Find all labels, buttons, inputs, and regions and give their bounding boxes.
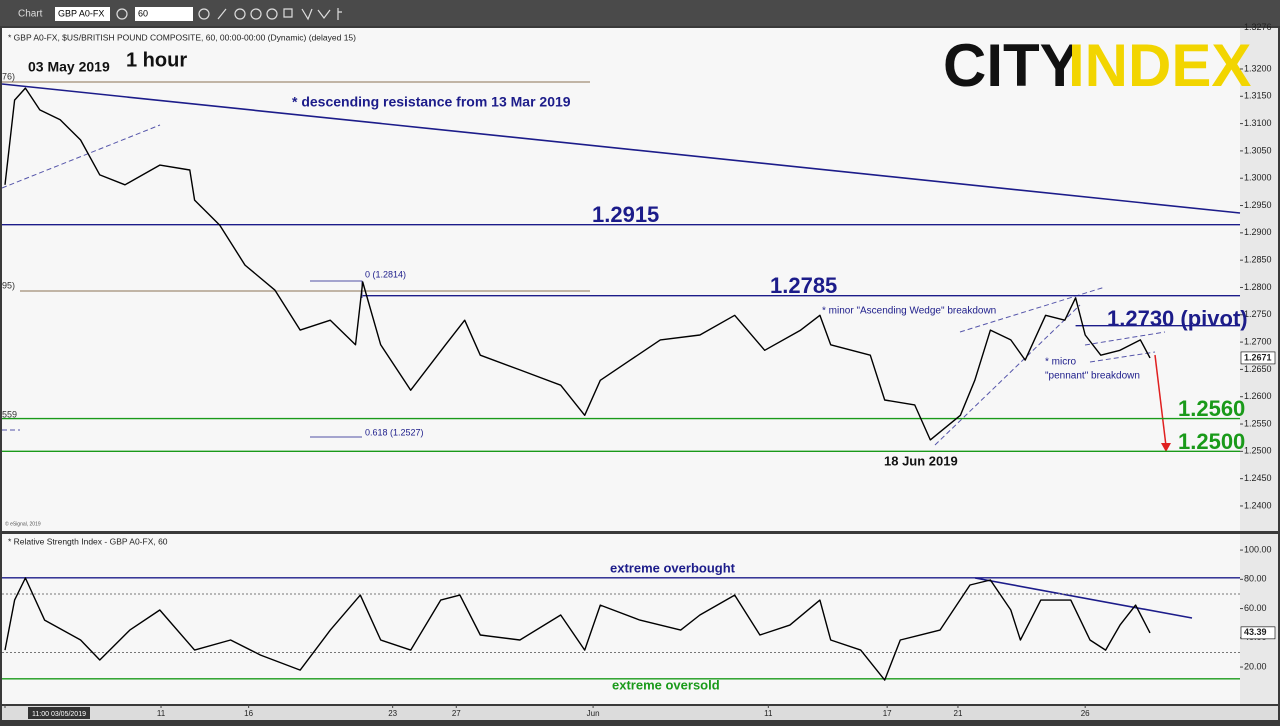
y-tick-label: 1.3150: [1244, 91, 1272, 101]
annotation: * descending resistance from 13 Mar 2019: [292, 94, 571, 110]
y-tick-label: 1.2450: [1244, 473, 1272, 483]
annotation: "pennant" breakdown: [1045, 371, 1140, 382]
descending-resistance: [1, 83, 1241, 214]
last-value-box: [1240, 351, 1276, 365]
x-tick-label: 11: [764, 709, 773, 718]
target-arrow: [1154, 354, 1167, 447]
x-tick-label: 16: [244, 709, 253, 718]
last-value-label: 1.2671: [1244, 352, 1272, 362]
y-tick-label: 20.00: [1244, 661, 1267, 671]
y-tick-label: 80.00: [1244, 574, 1267, 584]
x-tick-label: 11: [157, 709, 166, 718]
y-tick-label: 1.3000: [1244, 173, 1272, 183]
rsi-panel: [2, 534, 1240, 704]
y-tick-label: 60.00: [1244, 603, 1267, 613]
y-tick-label: 1.3276: [1244, 22, 1272, 32]
rsi-axis: [1240, 534, 1278, 704]
toolbar-label: Chart: [18, 9, 43, 20]
y-tick-label: 1.2750: [1244, 309, 1272, 319]
price-line: [4, 577, 1151, 681]
symbol-box[interactable]: [55, 7, 110, 21]
y-tick-label: 1.3200: [1244, 63, 1272, 73]
interval: 60: [138, 8, 148, 18]
annotation: © eSignal, 2019: [5, 520, 41, 527]
last-value-label: 43.39: [1244, 627, 1267, 637]
annotation: 559: [2, 409, 17, 419]
y-tick-label: 100.00: [1244, 544, 1272, 554]
y-tick-label: 1.2600: [1244, 391, 1272, 401]
y-tick-label: 1.2900: [1244, 227, 1272, 237]
x-tick-label: 26: [1081, 709, 1090, 718]
toolbar-icons[interactable]: [116, 8, 342, 21]
y-tick-label: 1.2800: [1244, 282, 1272, 292]
y-tick-label: 1.3050: [1244, 145, 1272, 155]
annotation: * minor "Ascending Wedge" breakdown: [822, 306, 996, 317]
y-tick-label: 1.2950: [1244, 200, 1272, 210]
x-start-box: [28, 707, 90, 719]
x-tick-label: 27: [452, 709, 461, 718]
level-label: 1.2560: [1178, 396, 1245, 421]
price-panel: [2, 28, 1240, 531]
trend-channel: [1, 124, 161, 431]
time-axis: [2, 706, 1278, 720]
annotation: 95): [2, 280, 15, 290]
x-tick-label: 21: [954, 709, 963, 718]
y-tick-label: 1.2500: [1244, 446, 1272, 456]
annotation: 03 May 2019: [28, 59, 110, 75]
x-tick-label: 23: [388, 709, 397, 718]
last-value-box: [1240, 626, 1276, 640]
annotation: 76): [2, 71, 15, 81]
logo-index: INDEX: [1068, 32, 1251, 99]
y-tick-label: 1.2700: [1244, 336, 1272, 346]
level-label: 1.2500: [1178, 429, 1245, 454]
y-tick-label: 1.2650: [1244, 364, 1272, 374]
y-tick-label: 1.2550: [1244, 418, 1272, 428]
level-label: extreme overbought: [610, 560, 736, 575]
interval-box[interactable]: [135, 7, 193, 21]
y-tick-label: 1.2400: [1244, 500, 1272, 510]
level-label: extreme oversold: [612, 677, 720, 692]
price-line: [4, 87, 1151, 441]
annotation: * micro: [1045, 357, 1077, 368]
annotation: 1 hour: [126, 49, 187, 71]
x-tick-label: Jun: [587, 709, 600, 718]
annotation: 0.618 (1.2527): [365, 427, 424, 437]
wedge-lines: [934, 286, 1166, 446]
y-tick-label: 1.2850: [1244, 255, 1272, 265]
annotation: 0 (1.2814): [365, 269, 406, 279]
x-tick-label: 17: [883, 709, 892, 718]
symbol: GBP A0-FX: [58, 8, 104, 18]
level-label: 1.2730 (pivot): [1107, 306, 1248, 331]
y-tick-label: 1.3100: [1244, 118, 1272, 128]
rsi-trendline: [974, 577, 1193, 619]
x-tick-label: 11:00 03/05/2019: [32, 711, 86, 718]
logo-city: CITY: [943, 32, 1080, 99]
price-title: * GBP A0-FX, $US/BRITISH POUND COMPOSITE…: [8, 32, 356, 42]
level-label: 1.2915: [592, 202, 659, 227]
level-label: 1.2785: [770, 273, 837, 298]
price-axis: [1240, 28, 1278, 531]
rsi-title: * Relative Strength Index - GBP A0-FX, 6…: [8, 536, 168, 546]
annotation: 18 Jun 2019: [884, 453, 958, 468]
arrow-head: [1161, 443, 1171, 452]
toolbar: [0, 0, 1280, 26]
